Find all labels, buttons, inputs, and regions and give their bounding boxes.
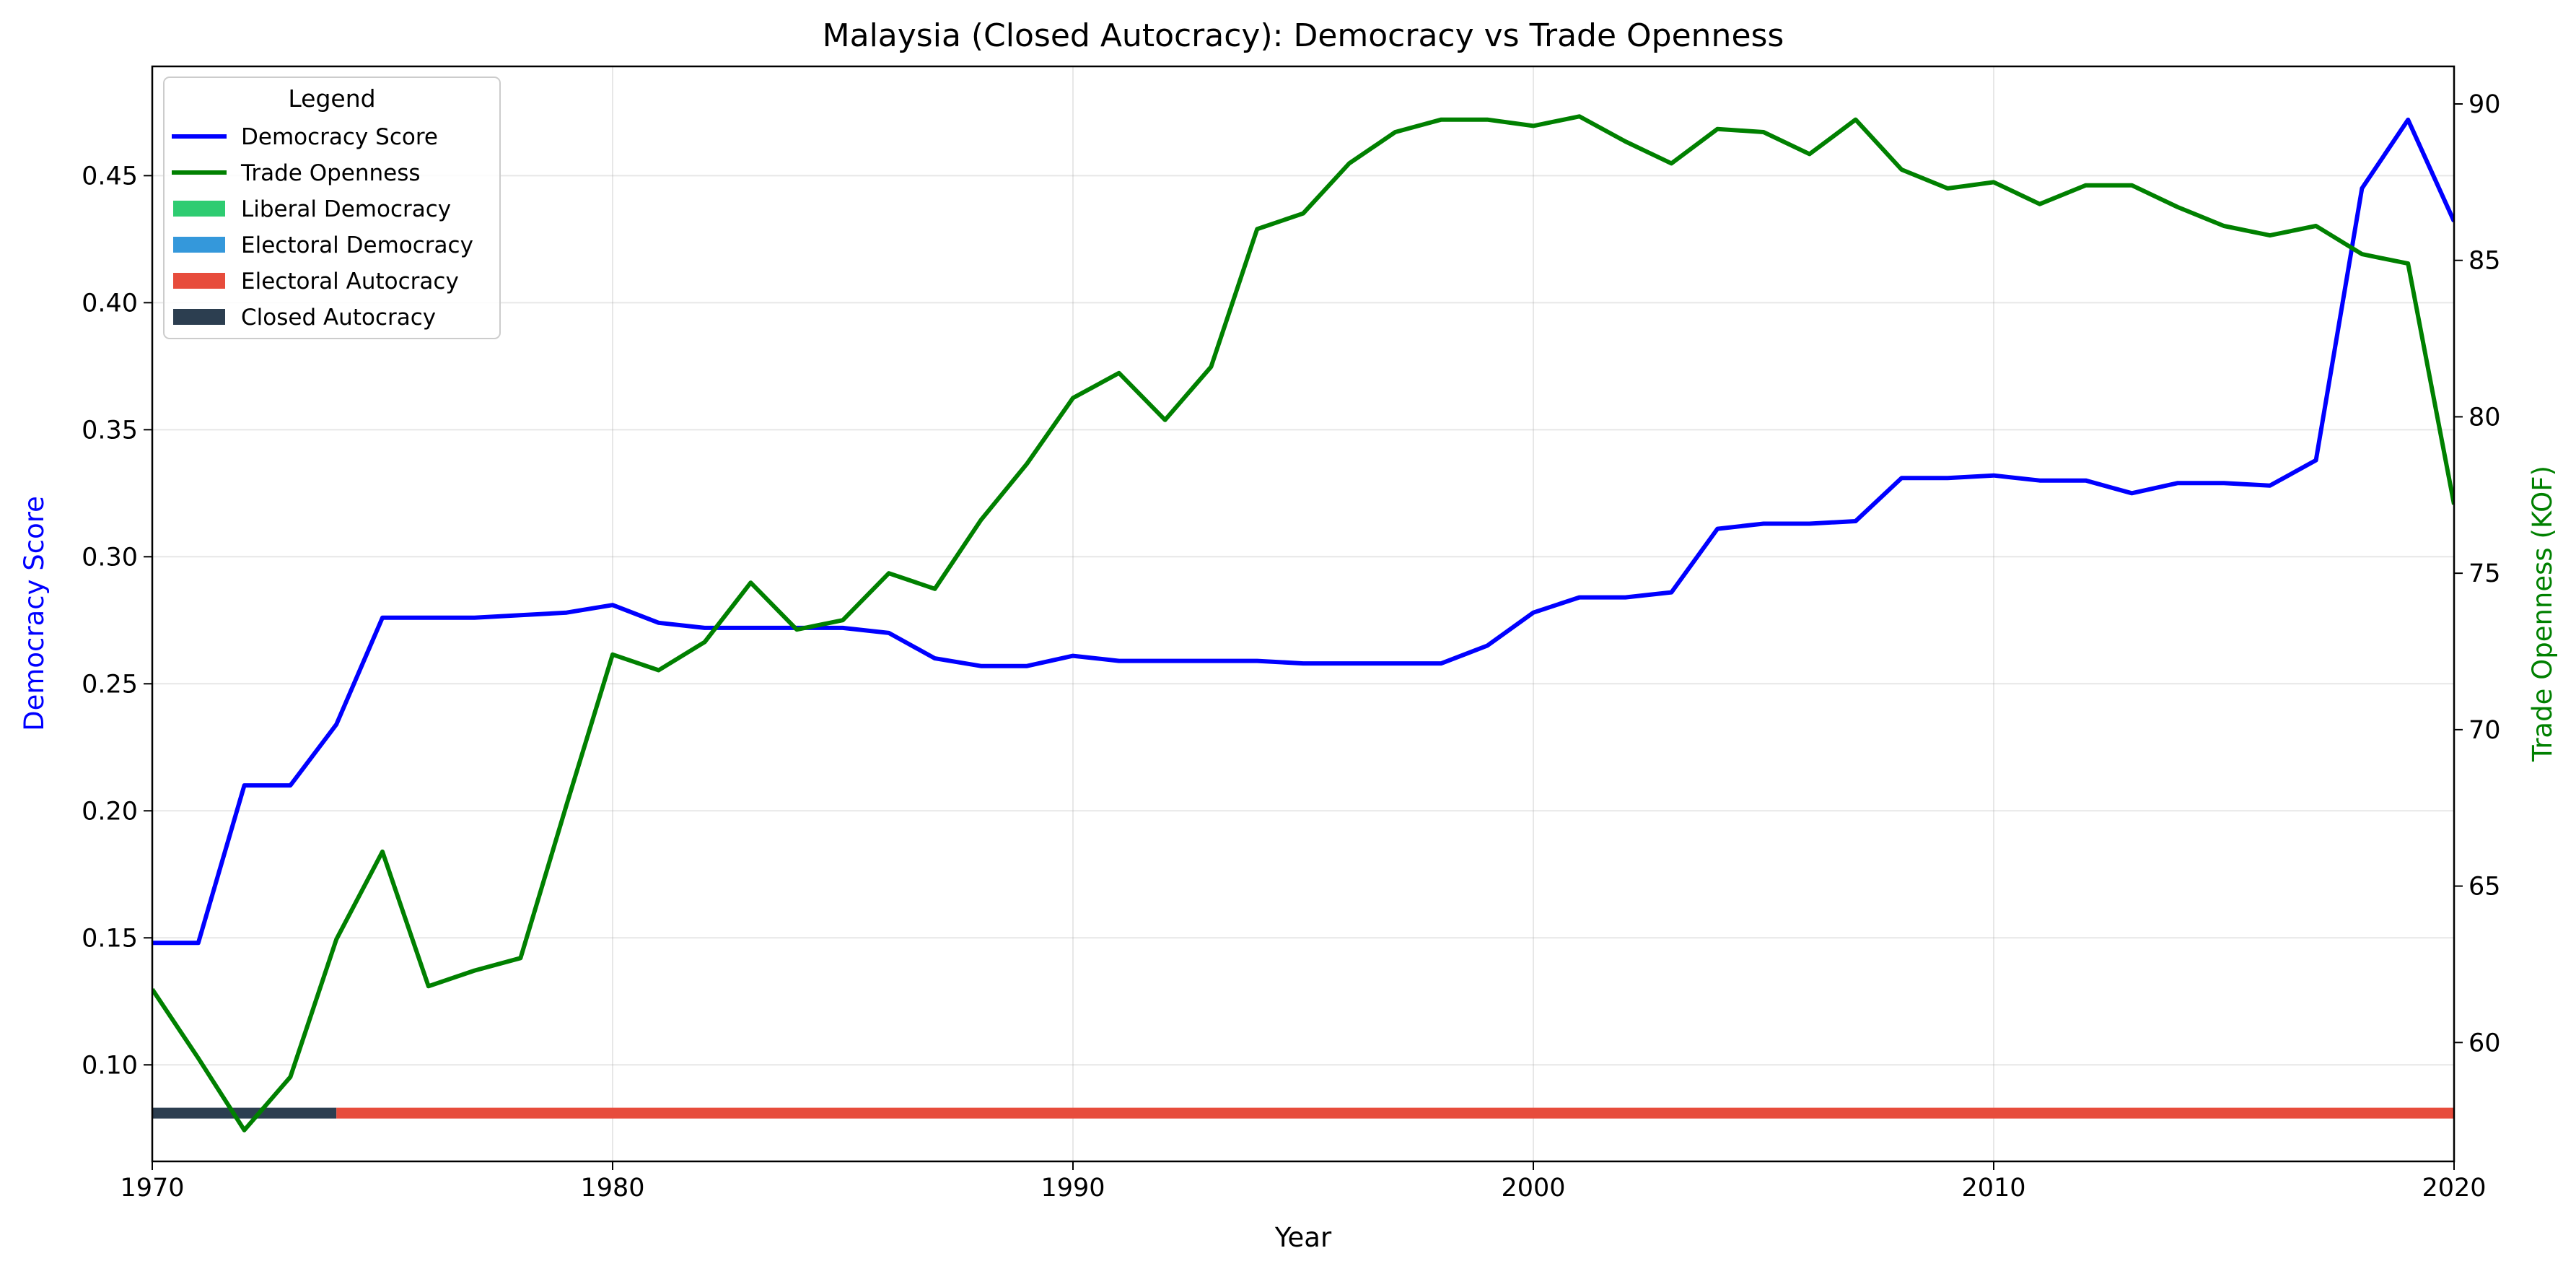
legend-entries: Democracy Score Trade Openness Liberal Dem…	[172, 124, 473, 331]
legend-entry-label: Closed Autocracy	[241, 305, 436, 331]
legend-patch-swatch	[173, 273, 225, 289]
x-tick-label: 1990	[1041, 1174, 1105, 1203]
legend-patch-swatch	[173, 237, 225, 253]
series-trade-openness	[152, 114, 2454, 1133]
y-right-tick-label: 60	[2468, 1029, 2501, 1057]
y-left-tick-label: 0.40	[82, 289, 138, 318]
y-left-tick-label: 0.20	[82, 797, 138, 826]
legend-entry-label: Liberal Democracy	[241, 196, 451, 222]
plot-frame	[151, 65, 2455, 1163]
chart-title: Malaysia (Closed Autocracy): Democracy v…	[823, 17, 1784, 54]
x-tick-label: 2010	[1961, 1174, 2025, 1203]
legend-entry-label: Electoral Autocracy	[241, 269, 459, 294]
y-left-tick-label: 0.10	[82, 1051, 138, 1080]
y-left-tick-label: 0.25	[82, 670, 138, 699]
y-left-tick-label: 0.30	[82, 543, 138, 572]
y-right-tick-label: 75	[2468, 559, 2501, 588]
x-axis: 1970 1980 1990 2000 2010 2020	[120, 1161, 2487, 1203]
y-axis-right-label: Trade Openness (KOF)	[2527, 466, 2558, 762]
y-right-tick-label: 90	[2468, 90, 2501, 119]
y-left-tick-label: 0.45	[82, 162, 138, 191]
y-right-tick-label: 80	[2468, 403, 2501, 432]
legend-entry-label: Trade Openness	[240, 160, 421, 186]
legend-entry-label: Electoral Democracy	[241, 232, 473, 258]
series-democracy-score	[152, 117, 2454, 946]
x-tick-label: 1970	[120, 1174, 184, 1203]
y-left-tick-label: 0.15	[82, 924, 138, 953]
x-axis-label: Year	[1274, 1222, 1332, 1253]
legend-title: Legend	[288, 84, 375, 113]
y-axis-left-label: Democracy Score	[19, 496, 50, 731]
x-tick-label: 1980	[580, 1174, 644, 1203]
y-right-tick-label: 65	[2468, 873, 2501, 902]
legend-entry-label: Democracy Score	[241, 124, 438, 150]
legend-patch-swatch	[173, 201, 225, 217]
legend: Legend Democracy Score Trade Openness Libe…	[163, 77, 501, 339]
x-tick-label: 2000	[1501, 1174, 1565, 1203]
grid	[152, 66, 2455, 1161]
y-axis-right: 60 65 70 75 80 85 90	[2454, 90, 2501, 1057]
legend-patch-swatch	[173, 309, 225, 325]
series-lines	[152, 114, 2454, 1133]
y-left-tick-label: 0.35	[82, 416, 138, 445]
y-right-tick-label: 85	[2468, 247, 2501, 276]
legend-box	[163, 77, 501, 339]
y-axis-left: 0.10 0.15 0.20 0.25 0.30 0.35 0.40 0.45	[82, 162, 152, 1080]
y-right-tick-label: 70	[2468, 716, 2501, 745]
x-tick-label: 2020	[2422, 1174, 2486, 1203]
